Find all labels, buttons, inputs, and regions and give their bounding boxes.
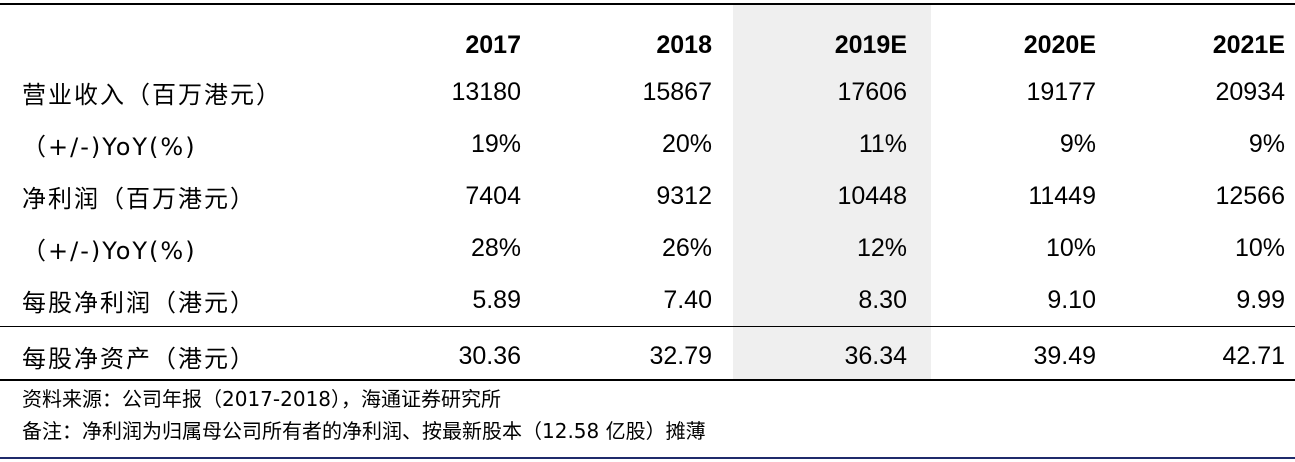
header-2021e: 2021E (1212, 31, 1285, 59)
table-row: 每股净利润（港元） 5.89 7.40 8.30 9.10 9.99 (0, 274, 1285, 326)
table-cell: 20934 (1215, 77, 1285, 106)
table-cell: 17606 (837, 77, 907, 106)
table-cell: 19177 (1026, 77, 1096, 106)
table-cell: 7.40 (663, 285, 712, 314)
table-row: 净利润（百万港元） 7404 9312 10448 11449 12566 (0, 170, 1285, 222)
table-row: 营业收入（百万港元） 13180 15867 17606 19177 20934 (0, 66, 1285, 118)
row-label: 营业收入（百万港元） (22, 80, 282, 109)
table-row: （+/-)YoY(%) 19% 20% 11% 9% 9% (0, 118, 1285, 170)
table-cell: 26% (661, 233, 712, 262)
table-cell: 30.36 (458, 341, 521, 370)
highlight-column-2019e (733, 4, 931, 379)
header-2019e: 2019E (834, 31, 907, 59)
table-cell: 9.99 (1236, 285, 1285, 314)
table-cell: 39.49 (1033, 341, 1096, 370)
table-cell: 15867 (642, 77, 712, 106)
table-notes: 资料来源：公司年报（2017-2018），海通证券研究所 备注：净利润为归属母公… (22, 383, 706, 447)
header-2018: 2018 (656, 31, 712, 59)
row-label: 净利润（百万港元） (22, 184, 256, 213)
table-cell: 9312 (656, 181, 712, 210)
row-label: （+/-)YoY(%) (22, 236, 197, 265)
source-note: 资料来源：公司年报（2017-2018），海通证券研究所 (22, 387, 502, 411)
table-cell: 19% (470, 129, 521, 158)
financial-forecast-table: 2017 2018 2019E 2020E 2021E 营业收入（百万港元） 1… (0, 6, 1285, 384)
table-cell: 28% (470, 233, 521, 262)
table-cell: 13180 (451, 77, 521, 106)
header-label-cell (0, 6, 380, 66)
table-cell: 9% (1248, 129, 1285, 158)
table-cell: 7404 (465, 181, 521, 210)
header-2020e: 2020E (1023, 31, 1096, 59)
table-cell: 12% (856, 233, 907, 262)
header-2017: 2017 (465, 31, 521, 59)
table-cell: 8.30 (858, 285, 907, 314)
footer-rule (0, 457, 1295, 459)
table-cell: 9% (1059, 129, 1096, 158)
header-row: 2017 2018 2019E 2020E 2021E (0, 6, 1285, 66)
table-cell: 10448 (837, 181, 907, 210)
table-cell: 11449 (1028, 181, 1096, 210)
bottom-rule (0, 379, 1295, 381)
table-cell: 9.10 (1047, 285, 1096, 314)
table-cell: 12566 (1215, 181, 1285, 210)
table-row: 每股净资产（港元） 30.36 32.79 36.34 39.49 42.71 (0, 326, 1285, 384)
remark-note: 备注：净利润为归属母公司所有者的净利润、按最新股本（12.58 亿股）摊薄 (22, 419, 706, 443)
table-cell: 20% (661, 129, 712, 158)
table-cell: 10% (1045, 233, 1096, 262)
table-cell: 42.71 (1222, 341, 1285, 370)
row-label: 每股净利润（港元） (22, 288, 256, 317)
middle-rule (0, 326, 1295, 327)
table-row: （+/-)YoY(%) 28% 26% 12% 10% 10% (0, 222, 1285, 274)
table-cell: 5.89 (472, 285, 521, 314)
top-rule (0, 3, 1295, 5)
table-cell: 36.34 (844, 341, 907, 370)
row-label: 每股净资产（港元） (22, 344, 256, 373)
table-cell: 11% (858, 129, 907, 158)
row-label: （+/-)YoY(%) (22, 132, 197, 161)
table-cell: 32.79 (649, 341, 712, 370)
table-cell: 10% (1234, 233, 1285, 262)
